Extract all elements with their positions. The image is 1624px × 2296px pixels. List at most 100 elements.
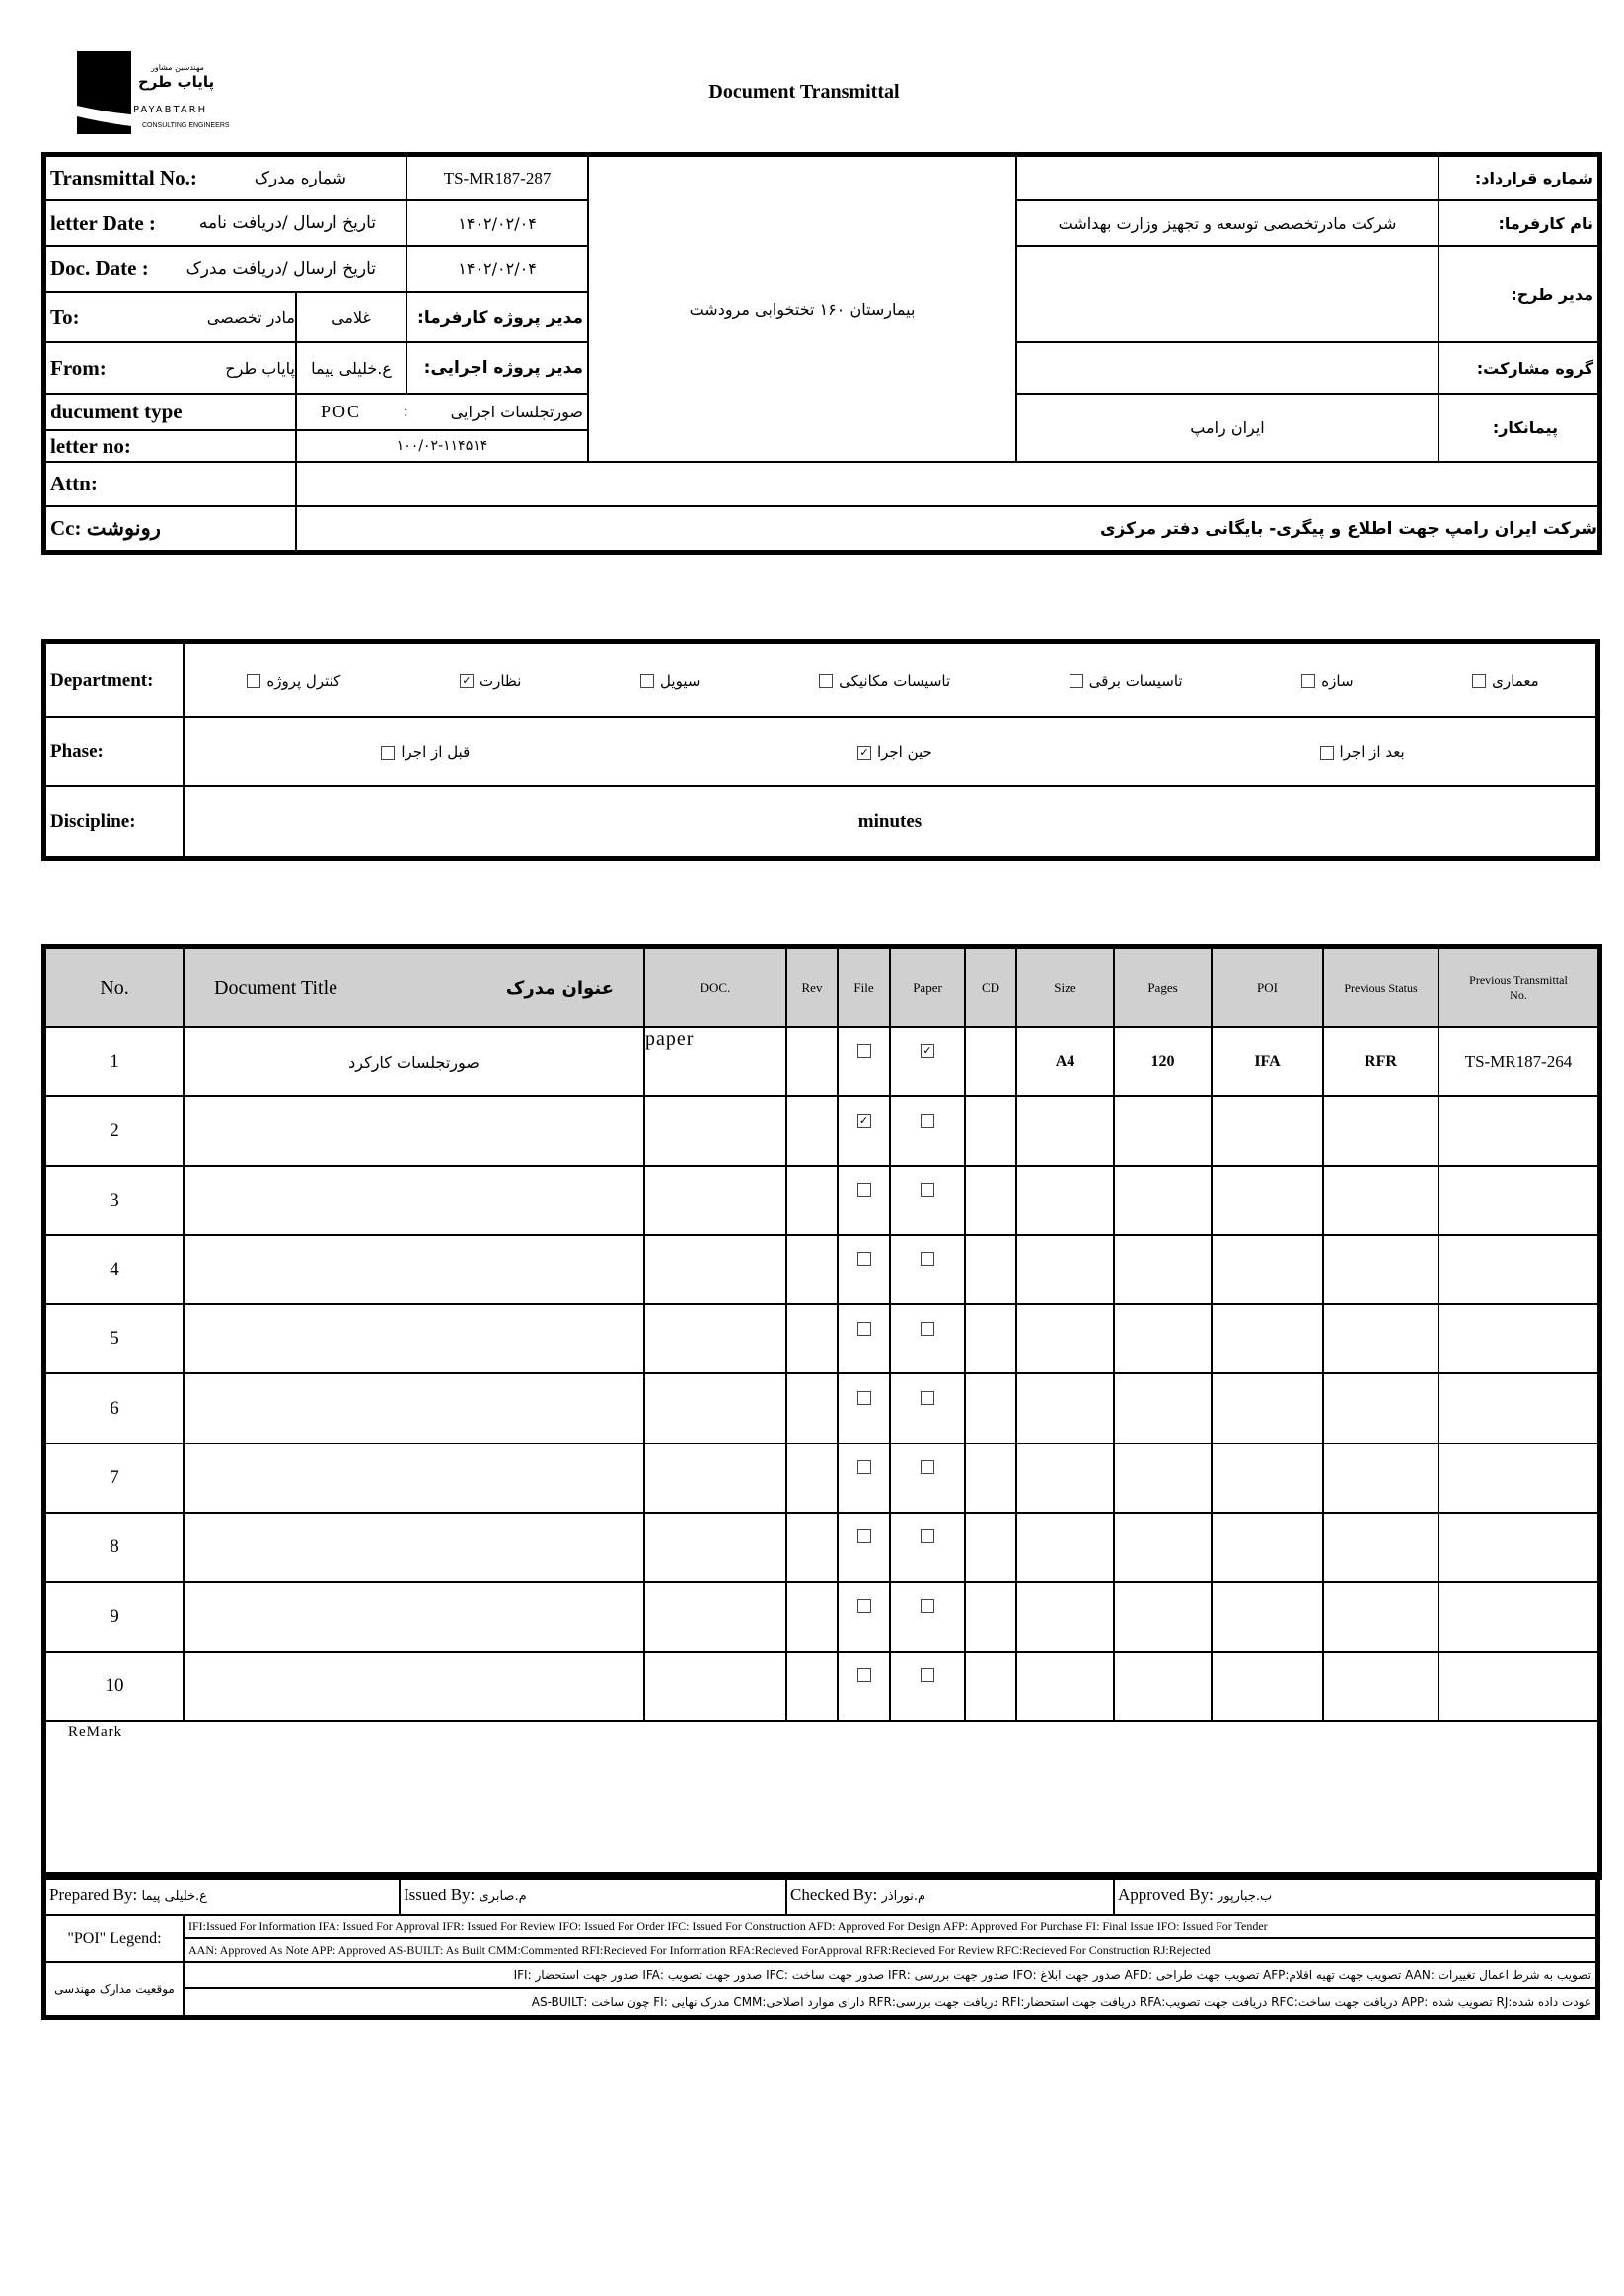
page-title: Document Transmittal	[708, 81, 900, 103]
cell-paper[interactable]	[889, 1442, 966, 1515]
checkbox-icon[interactable]	[856, 1598, 871, 1613]
to-person: غلامی	[294, 291, 408, 343]
table-row: 5	[44, 1303, 1599, 1375]
cell-poi	[1211, 1233, 1324, 1306]
checkbox-icon[interactable]	[921, 1668, 934, 1682]
cell-doc	[643, 1372, 787, 1444]
cell-title	[183, 1581, 645, 1653]
option-1[interactable]: سازه	[1295, 672, 1354, 690]
cell-size	[1015, 1442, 1115, 1515]
checkbox-icon[interactable]	[921, 1252, 934, 1267]
cell-prev-status	[1322, 1164, 1439, 1236]
cell-rev	[785, 1233, 839, 1306]
checkbox-icon[interactable]	[856, 1044, 871, 1059]
cell-file[interactable]	[837, 1512, 891, 1584]
cell-pages	[1113, 1164, 1213, 1236]
cell-cd	[964, 1650, 1017, 1722]
checkbox-checked-icon[interactable]: ✓	[856, 1113, 871, 1128]
option-label: قبل از اجرا	[401, 743, 471, 761]
cell-file[interactable]	[837, 1233, 891, 1306]
checkbox-icon[interactable]	[856, 1668, 871, 1682]
checkbox-icon[interactable]	[856, 1529, 871, 1544]
cell-file[interactable]	[837, 1372, 891, 1444]
checkbox-icon[interactable]	[640, 674, 655, 688]
cell-paper[interactable]	[889, 1372, 966, 1444]
cell-paper[interactable]	[889, 1095, 966, 1167]
checkbox-icon[interactable]	[1301, 674, 1316, 688]
project-manager-label: مدیر طرح:	[1438, 245, 1600, 343]
checkbox-checked-icon[interactable]: ✓	[856, 745, 871, 760]
cell-prev-transmittal	[1438, 1372, 1599, 1444]
cell-file[interactable]	[837, 1581, 891, 1653]
option-6[interactable]: کنترل پروژه	[241, 672, 340, 690]
option-0[interactable]: بعد از اجرا	[1314, 743, 1405, 761]
checkbox-icon[interactable]	[921, 1390, 934, 1405]
from-label: From:	[50, 355, 107, 380]
option-4[interactable]: سیویل	[634, 672, 700, 690]
cell-prev-transmittal	[1438, 1303, 1599, 1375]
option-2[interactable]: قبل از اجرا	[375, 743, 470, 761]
cell-file[interactable]	[837, 1442, 891, 1515]
cell-file[interactable]	[837, 1303, 891, 1375]
checkbox-icon[interactable]	[819, 674, 834, 688]
doc-date-label-fa: تاریخ ارسال /دریافت مدرک	[185, 259, 377, 279]
cell-file[interactable]	[837, 1025, 891, 1098]
phase-label: Phase:	[44, 716, 185, 787]
cell-rev	[785, 1442, 839, 1515]
cell-rev	[785, 1164, 839, 1236]
cell-prev-transmittal	[1438, 1650, 1599, 1722]
cell-paper[interactable]	[889, 1581, 966, 1653]
checkbox-icon[interactable]	[921, 1598, 934, 1613]
cell-file[interactable]: ✓	[837, 1095, 891, 1167]
cell-no: 8	[44, 1512, 185, 1584]
status-legend-line: تصویب به شرط اعمال تغییرات :AAN تصویب جه…	[183, 1961, 1597, 1989]
cell-prev-status	[1322, 1233, 1439, 1306]
logo-text: پایاب طرح	[138, 73, 215, 91]
checkbox-icon[interactable]	[1069, 674, 1083, 688]
checkbox-icon[interactable]	[856, 1182, 871, 1197]
checkbox-icon[interactable]	[856, 1460, 871, 1475]
cc-value: شرکت ایران رامپ جهت اطلاع و پیگری- بایگا…	[294, 505, 1600, 552]
cell-paper[interactable]	[889, 1164, 966, 1236]
checkbox-icon[interactable]	[1472, 674, 1487, 688]
option-0[interactable]: معماری	[1466, 672, 1539, 690]
col-rev: Rev	[785, 947, 839, 1028]
cell-doc	[643, 1581, 787, 1653]
checkbox-icon[interactable]	[856, 1390, 871, 1405]
col-prev-status: Previous Status	[1322, 947, 1439, 1028]
cell-paper[interactable]	[889, 1512, 966, 1584]
cell-paper[interactable]	[889, 1303, 966, 1375]
checkbox-icon[interactable]	[921, 1113, 934, 1128]
checkbox-icon[interactable]	[921, 1529, 934, 1544]
option-5[interactable]: نظارت ✓	[454, 672, 521, 690]
partner-label: گروه مشارکت:	[1438, 341, 1600, 395]
cell-paper[interactable]: ✓	[889, 1025, 966, 1098]
checkbox-icon[interactable]	[856, 1252, 871, 1267]
doc-type-sep: :	[404, 403, 408, 420]
cell-paper[interactable]	[889, 1233, 966, 1306]
letter-date: ۱۴۰۲/۰۲/۰۴	[406, 199, 590, 247]
cell-title	[183, 1164, 645, 1236]
col-cd: CD	[964, 947, 1017, 1028]
checkbox-icon[interactable]	[921, 1182, 934, 1197]
checkbox-icon[interactable]	[381, 745, 396, 760]
cell-doc	[643, 1650, 787, 1722]
checkbox-icon[interactable]	[856, 1321, 871, 1336]
option-2[interactable]: تاسیسات برقی	[1064, 672, 1183, 690]
cell-file[interactable]	[837, 1164, 891, 1236]
checkbox-icon[interactable]	[247, 674, 261, 688]
option-label: تاسیسات برقی	[1088, 671, 1183, 690]
checkbox-checked-icon[interactable]: ✓	[459, 674, 474, 688]
logo-text: CONSULTING ENGINEERS	[142, 122, 230, 129]
cell-file[interactable]	[837, 1650, 891, 1722]
option-1[interactable]: حین اجرا ✓	[851, 743, 932, 761]
cell-prev-status	[1322, 1650, 1439, 1722]
option-3[interactable]: تاسیسات مکانیکی	[813, 672, 950, 690]
checkbox-icon[interactable]	[1319, 745, 1334, 760]
checkbox-icon[interactable]	[921, 1321, 934, 1336]
checkbox-checked-icon[interactable]: ✓	[921, 1044, 934, 1059]
cell-paper[interactable]	[889, 1650, 966, 1722]
checkbox-icon[interactable]	[921, 1460, 934, 1475]
option-label: بعد از اجرا	[1339, 743, 1405, 761]
col-doc: DOC.	[643, 947, 787, 1028]
